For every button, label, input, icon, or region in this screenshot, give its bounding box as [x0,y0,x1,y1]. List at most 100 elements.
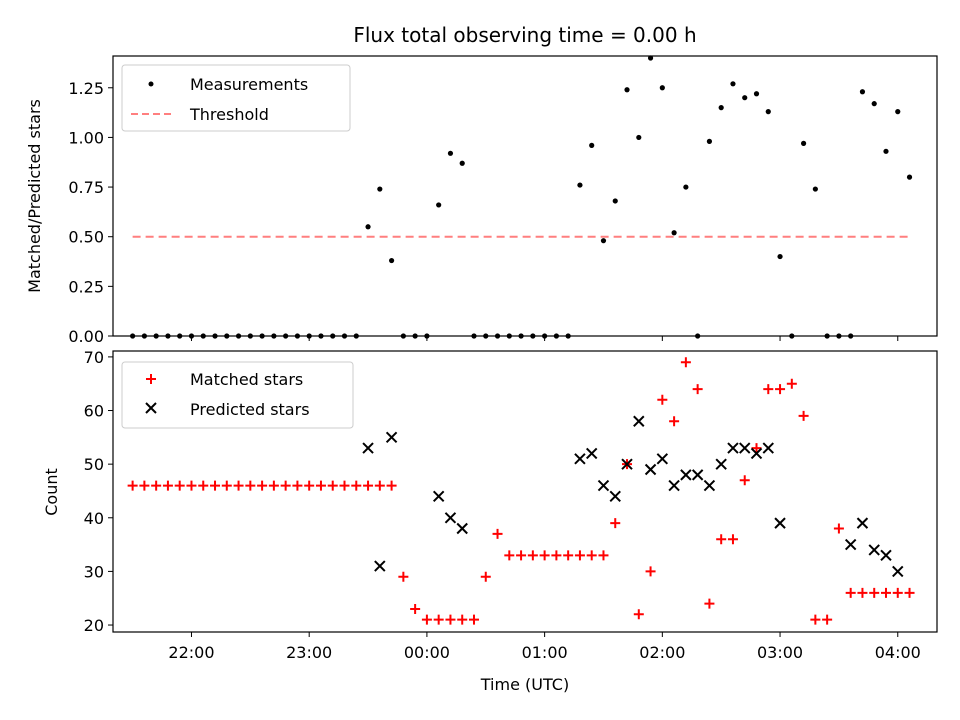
predicted-star-point [727,442,739,454]
top-legend-box [121,64,351,132]
matched-star-point [727,534,738,545]
matched-star-point [233,480,244,491]
bottom-x-ticks: 22:00 23:00 00:00 01:00 02:00 03:00 04:00 [168,632,921,662]
matched-star-point [221,480,232,491]
matched-star-point [480,571,491,582]
predicted-star-point [680,469,692,481]
predicted-star-point [585,447,598,460]
measurement-point [683,184,689,190]
measurement-point [153,333,159,339]
legend-measurements-marker [148,81,154,87]
measurement-point [553,333,559,339]
measurement-point [212,333,218,339]
top-y-tick-label: 0.50 [68,228,104,247]
matched-star-point [445,614,456,625]
top-y-tick-label: 0.00 [68,327,104,346]
top-legend: Measurements Threshold [121,64,351,132]
matched-star-point [457,614,468,625]
matched-star-point [739,475,750,486]
measurement-point [188,333,195,339]
matched-star-point [162,480,173,491]
predicted-star-point [774,517,786,529]
bottom-y-tick-label: 40 [84,509,104,528]
matched-star-point [857,587,868,598]
measurement-point [294,333,301,339]
matched-star-point [351,480,362,491]
matched-star-point [504,550,515,561]
bottom-panel: Count Time (UTC) 20 30 40 50 60 70 22:00 23:00… [42,348,938,694]
bottom-x-tick-label: 02:00 [639,643,685,662]
matched-star-point [657,394,668,405]
matched-star-point [516,550,527,561]
legend-threshold-label: Threshold [189,105,269,124]
bottom-x-tick-label: 22:00 [168,643,214,662]
matched-star-point [669,416,680,427]
predicted-star-point [691,469,704,481]
bottom-y-tick-label: 60 [84,402,104,421]
predicted-star-point [374,560,386,572]
matched-star-point [539,550,550,561]
matched-star-point [139,480,150,491]
matched-star-point [563,550,574,561]
measurement-point [718,105,724,111]
matched-star-point [151,480,162,491]
measurement-point [765,109,771,115]
predicted-star-point [385,431,398,444]
measurement-point [836,333,842,339]
measurement-point [518,333,524,339]
measurement-point [742,95,748,101]
bottom-x-axis-label: Time (UTC) [480,675,569,694]
matched-star-point [880,587,891,598]
matched-star-point [610,518,621,529]
measurement-point [247,333,253,339]
bottom-y-tick-label: 20 [84,616,104,635]
measurement-point [636,134,642,141]
measurement-point [812,186,818,192]
matched-star-point [210,480,221,491]
legend-predicted-marker [145,402,157,414]
matched-star-point [680,357,691,368]
matched-star-point [716,534,727,545]
predicted-star-point [880,549,892,562]
matched-star-point [257,480,268,491]
measurement-point [388,257,395,264]
measurement-point [471,333,477,339]
measurement-point [600,238,607,244]
predicted-star-point [432,490,445,503]
measurement-point [283,333,289,339]
bottom-legend-box [121,361,354,429]
matched-star-point [786,378,797,389]
measurement-point [177,333,183,339]
matched-star-point [845,587,856,598]
predicted-star-point [739,442,751,454]
bottom-y-tick-label: 50 [84,455,104,474]
predicted-star-point [892,565,904,578]
measurement-point [365,224,371,230]
measurement-point [871,101,877,107]
matched-star-point [127,480,138,491]
measurement-point [259,333,265,339]
predicted-star-point [362,442,374,454]
measurement-point [824,333,830,339]
bottom-x-tick-label: 04:00 [875,643,921,662]
measurement-point [436,202,442,208]
measurement-point [141,333,147,339]
predicted-star-point [750,447,763,460]
bottom-y-tick-label: 70 [84,348,104,367]
predicted-star-point [644,463,657,476]
measurement-point [459,160,465,166]
predicted-star-point [574,453,586,465]
predicted-star-point [715,458,727,470]
matched-star-point [798,410,809,421]
measurement-point [306,333,312,339]
predicted-star-point [621,458,633,470]
matched-star-point [598,550,609,561]
predicted-stars-points [362,415,904,578]
measurement-points [130,55,913,339]
predicted-star-point [444,512,457,524]
measurement-point [883,148,889,154]
matched-star-point [892,587,903,598]
matched-star-point [374,480,385,491]
matched-star-point [810,614,821,625]
